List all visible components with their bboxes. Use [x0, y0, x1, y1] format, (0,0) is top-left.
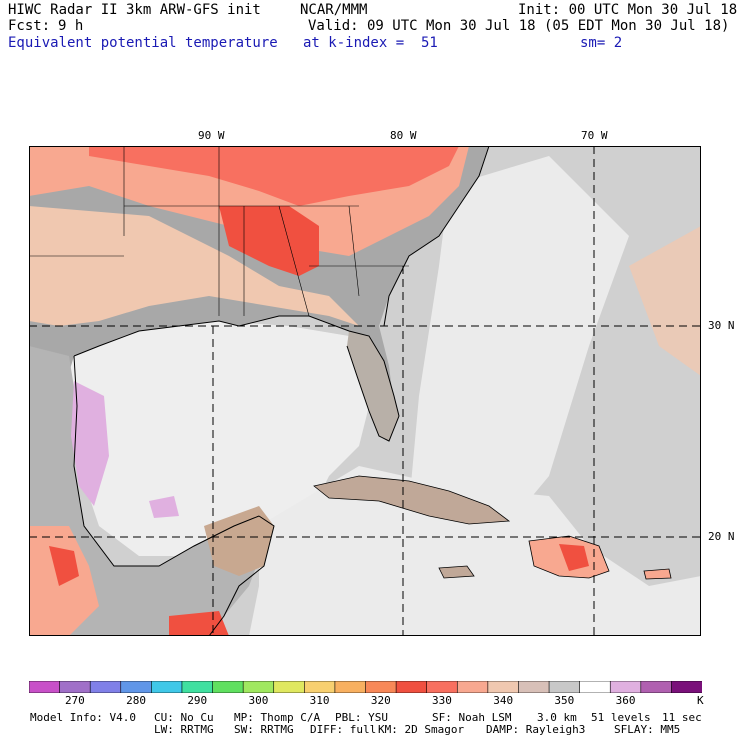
colorbar-swatch [273, 681, 305, 693]
valid-time: Valid: 09 UTC Mon 30 Jul 18 (05 EDT Mon … [308, 18, 730, 34]
florida-peninsula [347, 331, 399, 441]
lat-label-30n: 30 N [708, 319, 735, 332]
lon-label-90w: 90 W [198, 129, 225, 142]
map-frame [29, 146, 701, 636]
footer-sw: SW: RRTMG [234, 723, 294, 736]
colorbar-label: 340 [493, 694, 514, 707]
colorbar [29, 681, 702, 693]
footer-mp: MP: Thomp C/A [234, 711, 321, 724]
colorbar-swatch [181, 681, 214, 693]
level-info: at k-index = 51 [303, 35, 438, 51]
coastline-mexico [73, 355, 275, 636]
atlantic-warm-patch [629, 226, 701, 376]
us-land [29, 146, 701, 436]
footer-timestep: 11 sec [662, 711, 702, 724]
hispaniola-hot-patch [559, 544, 589, 571]
caribbean-sea [249, 466, 701, 636]
colorbar-swatch [29, 681, 61, 693]
puerto-rico [643, 568, 672, 580]
field-name: Equivalent potential temperature [8, 35, 278, 51]
colorbar-swatch [89, 681, 122, 693]
footer-km: KM: 2D Smagor [378, 723, 465, 736]
colorbar-swatch [242, 681, 275, 693]
colorbar-swatch [609, 681, 642, 693]
colorbar-label: 270 [64, 694, 85, 707]
footer-damp: DAMP: Rayleigh3 [486, 723, 586, 736]
lon-label-70w: 70 W [581, 129, 608, 142]
organization: NCAR/MMM [300, 2, 368, 18]
colorbar-label: 290 [187, 694, 208, 707]
colorbar-swatch [151, 681, 183, 693]
colorbar-swatch [548, 681, 581, 693]
footer-levels: 51 levels [591, 711, 651, 724]
colorbar-label: 350 [554, 694, 575, 707]
footer-sf: SF: Noah LSM [432, 711, 512, 724]
atlantic-light-region [409, 156, 629, 566]
gulf-of-mexico [69, 321, 369, 556]
colorbar-swatch [304, 681, 336, 693]
colorbar-swatch [487, 681, 520, 693]
colorbar-swatch [456, 681, 489, 693]
init-time: Init: 00 UTC Mon 30 Jul 18 [518, 2, 738, 18]
cool-patch-texas-coast [71, 381, 109, 506]
colorbar-label: 330 [432, 694, 452, 707]
footer-lw: LW: RRTMG [154, 723, 214, 736]
plot-title: HIWC Radar II 3km ARW-GFS init [8, 2, 261, 18]
footer-resolution: 3.0 km [537, 711, 577, 724]
colorbar-swatch [518, 681, 550, 693]
latlon-grid [29, 146, 701, 636]
lon-label-80w: 80 W [390, 129, 417, 142]
colorbar-swatch [579, 681, 611, 693]
yucatan-peninsula [204, 506, 274, 576]
colorbar-label: 300 [248, 694, 269, 707]
gulf-coast-warm [29, 206, 359, 326]
footer-model: Model Info: V4.0 [30, 711, 136, 724]
colorbar-label: 320 [370, 694, 391, 707]
colorbar-label: 310 [309, 694, 330, 707]
colorbar-label: 360 [615, 694, 636, 707]
footer-diff: DIFF: full [310, 723, 377, 736]
forecast-value: 9 h [58, 18, 84, 34]
jamaica [438, 565, 475, 579]
colorbar-swatch [671, 681, 702, 693]
lat-label-20n: 20 N [708, 530, 735, 543]
theta-e-map [29, 146, 701, 636]
colorbar-swatch [365, 681, 397, 693]
colorbar-swatch [426, 681, 458, 693]
colorbar-swatch [395, 681, 428, 693]
mexico-hot-patch [49, 546, 79, 586]
coastline [73, 146, 490, 442]
cool-patch-gulf [149, 496, 179, 518]
colorbar-swatch [120, 681, 152, 693]
state-borders [29, 146, 409, 317]
cuba [313, 475, 511, 525]
colorbar-swatch [334, 681, 367, 693]
footer-cu: CU: No Cu [154, 711, 214, 724]
colorbar-unit: K [697, 694, 704, 707]
colorbar-label: 280 [126, 694, 146, 707]
us-hot-zone [89, 146, 459, 206]
footer-sflay: SFLAY: MM5 [614, 723, 681, 736]
colorbar-swatch [640, 681, 673, 693]
footer-pbl: PBL: YSU [335, 711, 388, 724]
forecast-label: Fcst: [8, 18, 51, 34]
colorbar-swatch [59, 681, 91, 693]
colorbar-swatch [212, 681, 244, 693]
smoothing-info: sm= 2 [580, 35, 623, 51]
